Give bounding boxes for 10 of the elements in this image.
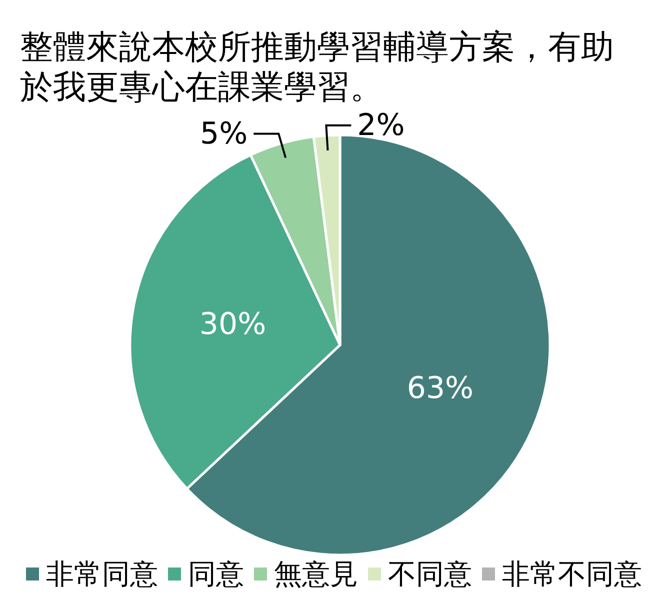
legend-label: 無意見 — [274, 558, 358, 590]
data-label: 5% — [200, 116, 248, 152]
legend-label: 同意 — [188, 558, 244, 590]
chart-title: 整體來說本校所推動學習輔導方案，有助於我更專心在課業學習。 — [20, 27, 614, 106]
legend-label: 不同意 — [388, 558, 472, 590]
data-label: 30% — [199, 307, 266, 342]
legend-label: 非常不同意 — [502, 558, 642, 590]
legend-label: 非常同意 — [46, 558, 158, 590]
data-label: 63% — [406, 370, 474, 406]
data-label: 2% — [357, 108, 405, 143]
